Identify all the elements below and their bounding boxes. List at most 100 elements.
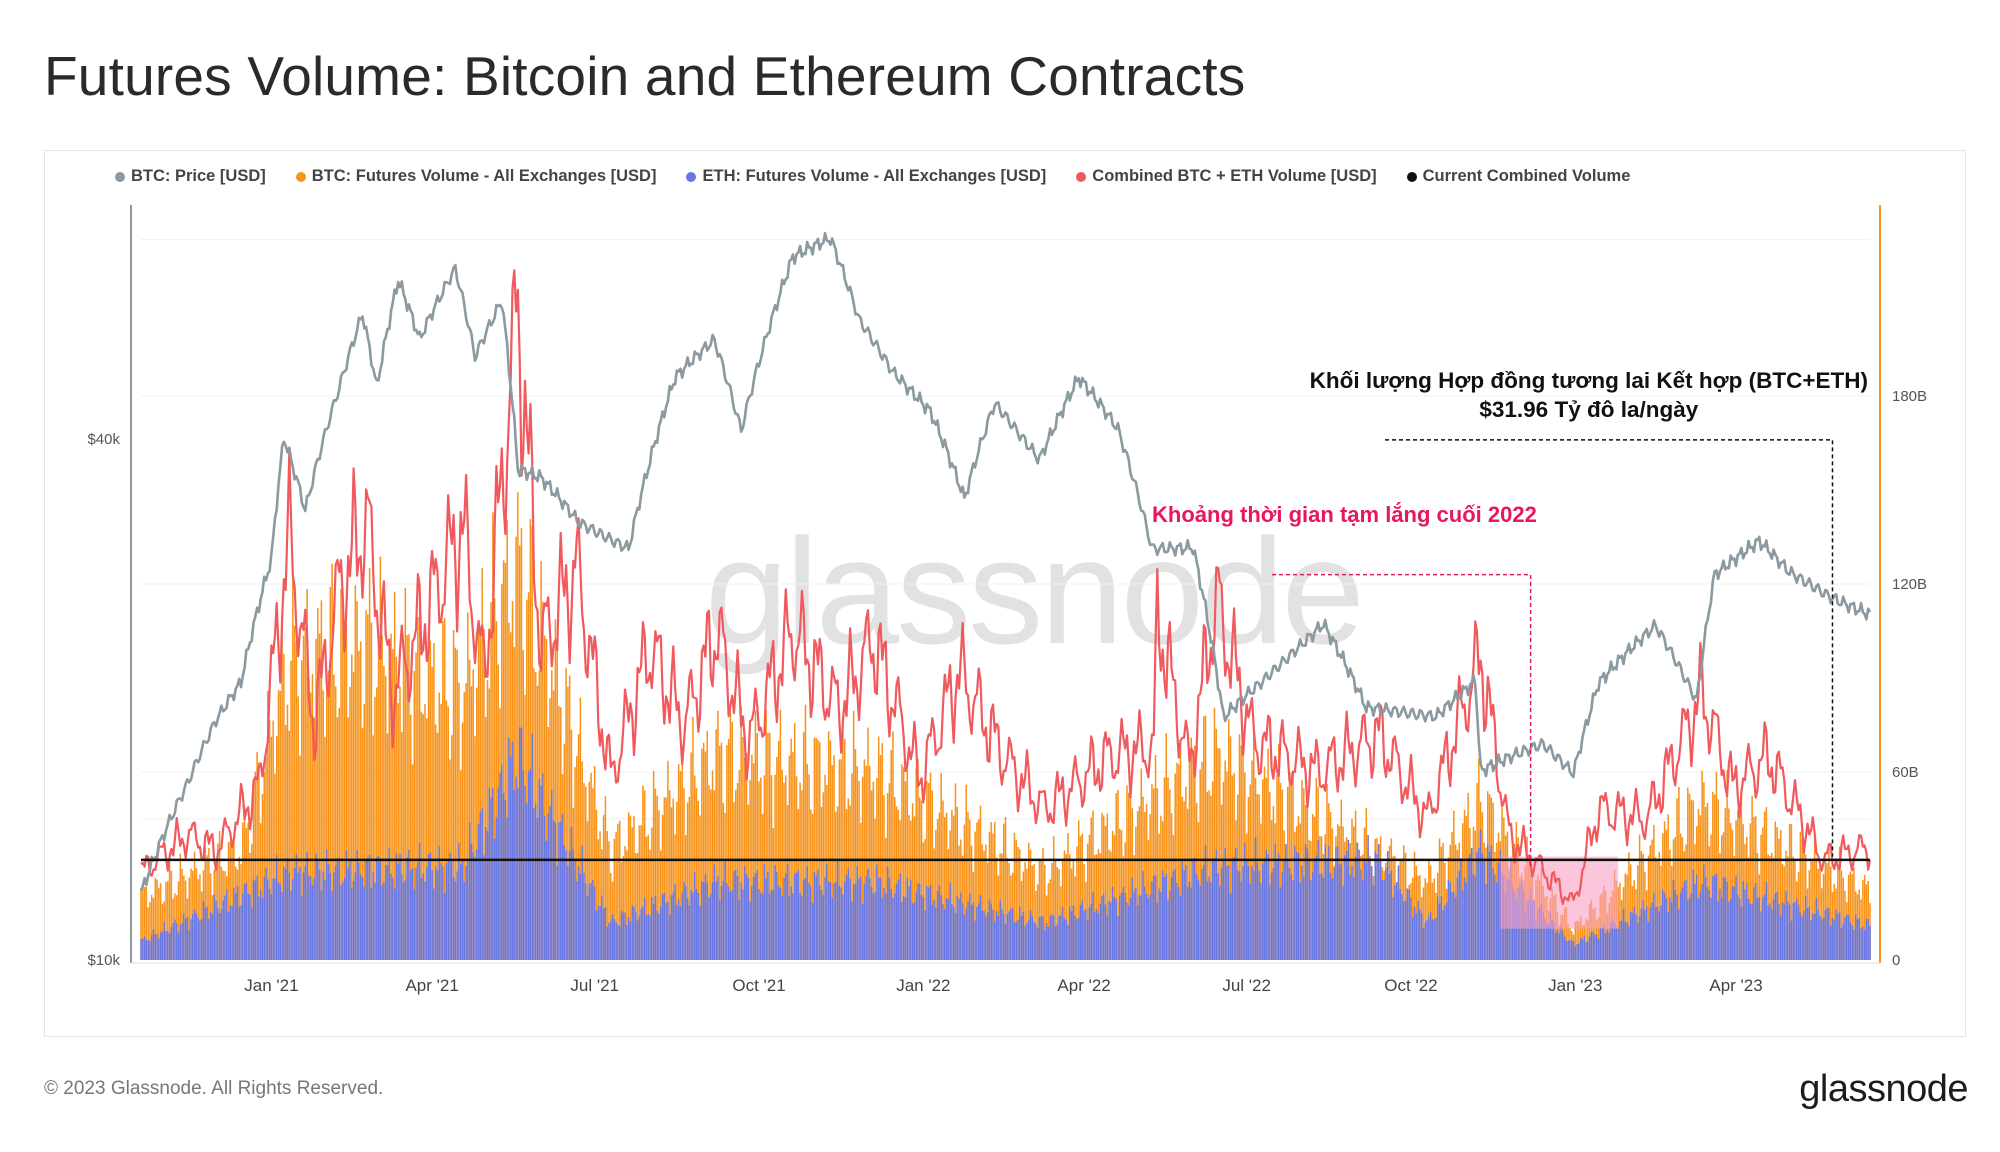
btc-volume-bar (165, 881, 167, 960)
eth-volume-bar (179, 924, 182, 960)
eth-volume-bar (1585, 942, 1587, 960)
btc-volume-bar (1774, 821, 1777, 960)
btc-volume-bar (177, 881, 180, 960)
eth-volume-bar (486, 830, 489, 960)
eth-volume-bar (1797, 904, 1800, 960)
eth-volume-bar (1765, 881, 1768, 960)
eth-volume-bar (1494, 874, 1496, 960)
eth-volume-bar (311, 885, 314, 960)
eth-volume-bar (165, 931, 167, 960)
btc-volume-bar (1160, 815, 1162, 960)
eth-volume-bar (476, 849, 478, 960)
legend-item-combined-volume[interactable]: Combined BTC + ETH Volume [USD] (1076, 167, 1377, 186)
btc-volume-bar (445, 700, 448, 960)
eth-volume-bar (668, 914, 671, 960)
btc-volume-bar (1204, 715, 1207, 960)
btc-volume-bar (420, 711, 423, 960)
legend-item-btc-futures-volume[interactable]: BTC: Futures Volume - All Exchanges [USD… (295, 167, 656, 186)
btc-volume-bar (1587, 920, 1589, 960)
eth-volume-bar (1404, 900, 1407, 960)
eth-volume-bar (1156, 902, 1159, 960)
btc-volume-bar (1837, 867, 1839, 960)
eth-volume-bar (885, 893, 887, 960)
legend-item-btc-price[interactable]: BTC: Price [USD] (115, 167, 266, 186)
btc-volume-bar (1442, 842, 1444, 960)
eth-volume-bar (1283, 860, 1285, 960)
eth-volume-bar (1833, 920, 1836, 960)
btc-volume-bar (1828, 846, 1830, 960)
eth-volume-bar (1292, 879, 1294, 960)
eth-volume-bar (479, 811, 482, 960)
eth-volume-bar (743, 866, 746, 960)
eth-volume-bar (542, 773, 544, 960)
x-axis-tick-label: Jan '23 (1548, 976, 1602, 995)
eth-volume-bar (849, 878, 851, 960)
eth-volume-bar (434, 866, 437, 960)
eth-volume-bar (1722, 877, 1725, 960)
eth-volume-bar (1576, 944, 1578, 960)
x-axis-tick-label: Apr '21 (405, 976, 458, 995)
btc-volume-bar (710, 789, 712, 960)
eth-volume-bar (906, 877, 909, 960)
eth-volume-bar (1687, 899, 1689, 960)
eth-volume-bar (1826, 907, 1828, 960)
eth-volume-bar (156, 933, 158, 960)
eth-volume-bar (1461, 890, 1464, 960)
eth-volume-bar (981, 910, 984, 960)
eth-volume-bar (1192, 859, 1194, 960)
btc-volume-bar (818, 742, 821, 960)
btc-volume-bar (358, 650, 360, 960)
btc-volume-bar (652, 770, 655, 960)
eth-volume-bar (1281, 871, 1284, 960)
eth-volume-bar (1865, 918, 1868, 960)
eth-volume-bar (1479, 829, 1482, 960)
eth-volume-bar (315, 853, 317, 960)
eth-volume-bar (1778, 903, 1780, 960)
eth-volume-bar (611, 914, 614, 960)
eth-volume-bar (1592, 931, 1594, 960)
btc-volume-bar (920, 800, 923, 960)
right-axis-tick-label: 0 (1892, 952, 1900, 969)
eth-volume-bar (935, 907, 937, 960)
btc-volume-bar (852, 710, 855, 960)
eth-volume-bar (947, 899, 950, 960)
eth-volume-bar (1381, 880, 1384, 960)
eth-volume-bar (1353, 877, 1355, 960)
eth-volume-bar (1783, 904, 1786, 960)
eth-volume-bar (524, 785, 526, 960)
btc-volume-bar (242, 822, 244, 960)
eth-volume-bar (754, 873, 757, 960)
legend-item-eth-futures-volume[interactable]: ETH: Futures Volume - All Exchanges [USD… (686, 167, 1046, 186)
eth-volume-bar (901, 902, 903, 960)
eth-volume-bar (1476, 852, 1478, 960)
eth-volume-bar (910, 879, 912, 960)
btc-volume-bar (1127, 792, 1130, 960)
legend-item-current-combined-volume[interactable]: Current Combined Volume (1406, 167, 1630, 186)
btc-volume-bar (1179, 745, 1182, 960)
eth-volume-bar (170, 927, 173, 960)
btc-volume-bar (147, 907, 149, 960)
eth-volume-bar (1015, 921, 1017, 960)
btc-volume-bar (140, 888, 142, 960)
eth-volume-bar (577, 866, 580, 960)
eth-volume-bar (919, 883, 921, 960)
eth-volume-bar (615, 922, 617, 960)
btc-volume-bar (275, 736, 278, 960)
btc-volume-bar (1710, 834, 1712, 960)
btc-volume-bar (1842, 877, 1844, 960)
btc-volume-bar (977, 819, 980, 960)
btc-volume-bar (1044, 864, 1046, 960)
eth-volume-bar (1672, 879, 1675, 960)
btc-volume-bar (726, 745, 728, 960)
btc-volume-bar (1278, 743, 1280, 960)
btc-volume-bar (1206, 791, 1209, 960)
eth-volume-bar (1086, 920, 1089, 960)
btc-volume-bar (1812, 859, 1814, 960)
eth-volume-bar (1345, 851, 1348, 960)
eth-volume-bar (1528, 900, 1530, 960)
eth-volume-bar (1497, 863, 1500, 960)
eth-volume-bar (517, 788, 519, 960)
eth-volume-bar (1613, 922, 1616, 960)
btc-volume-bar (893, 797, 896, 960)
btc-volume-bar (670, 807, 673, 960)
